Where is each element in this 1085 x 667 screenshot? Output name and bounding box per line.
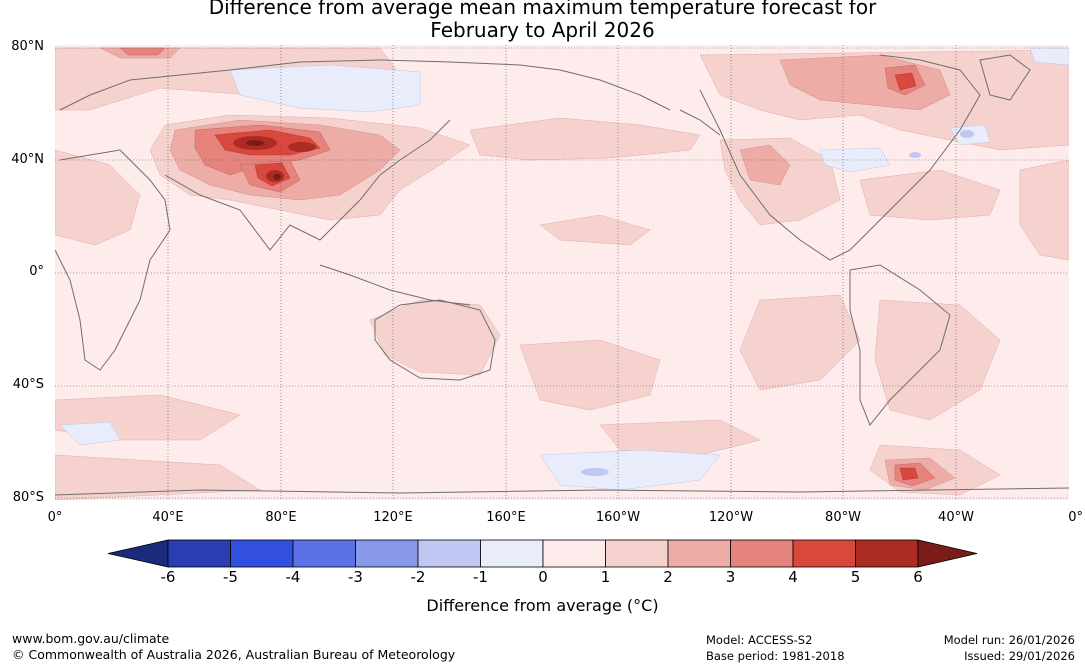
anomaly-above-6 xyxy=(246,140,281,180)
colorbar xyxy=(107,539,978,568)
lat-label-80n: 80°N xyxy=(11,39,44,54)
model-run-text: Model run: 26/01/2026 xyxy=(943,633,1075,647)
footer-dates: Model run: 26/01/2026 Issued: 29/01/2026 xyxy=(944,632,1075,664)
title-line-1: Difference from average mean maximum tem… xyxy=(208,0,877,19)
anomaly-layer xyxy=(55,47,1069,500)
colorbar-tick-label: -5 xyxy=(223,568,238,586)
colorbar-tick-label: -4 xyxy=(285,568,301,586)
lon-label-160e: 160°E xyxy=(486,510,526,525)
lat-label-80s: 80°S xyxy=(12,490,44,505)
colorbar-segment xyxy=(542,539,606,568)
colorbar-segment xyxy=(167,539,231,568)
footer-model: Model: ACCESS-S2 Base period: 1981-2018 xyxy=(706,632,845,664)
colorbar-segment xyxy=(230,539,294,568)
colorbar-segment xyxy=(292,539,356,568)
colorbar-segment xyxy=(730,539,794,568)
graticule xyxy=(55,45,1069,500)
anomaly-negative-2 xyxy=(581,130,974,476)
colorbar-extend-low xyxy=(107,539,169,568)
issued-text: Issued: 29/01/2026 xyxy=(964,649,1075,663)
lon-label-0-east: 0° xyxy=(1068,510,1083,525)
coastlines xyxy=(55,54,1069,496)
lon-label-0: 0° xyxy=(47,510,63,525)
footer-left: www.bom.gov.au/climate © Commonwealth of… xyxy=(12,631,455,663)
colorbar-tick-label: 5 xyxy=(850,568,861,586)
colorbar-segment xyxy=(355,539,419,568)
colorbar-segment xyxy=(605,539,669,568)
lon-label-80e: 80°E xyxy=(265,510,297,525)
colorbar-segment xyxy=(417,539,481,568)
base-period-text: Base period: 1981-2018 xyxy=(706,649,845,663)
title-line-2: February to April 2026 xyxy=(430,18,655,42)
lon-label-120e: 120°E xyxy=(373,510,413,525)
colorbar-segment xyxy=(792,539,856,568)
model-text: Model: ACCESS-S2 xyxy=(706,633,813,647)
lon-label-80w: 80°W xyxy=(825,510,861,525)
colorbar-tick-label: -6 xyxy=(160,568,176,586)
lon-label-160w: 160°W xyxy=(595,510,641,525)
colorbar-segment xyxy=(855,539,919,568)
colorbar-tick-label: 2 xyxy=(663,568,673,586)
lat-label-40n: 40°N xyxy=(11,152,44,167)
colorbar-segment xyxy=(480,539,544,568)
chart-title: Difference from average mean maximum tem… xyxy=(0,0,1085,42)
website-link[interactable]: www.bom.gov.au/climate xyxy=(12,631,170,646)
colorbar-tick-label: 3 xyxy=(725,568,736,586)
anomaly-negative xyxy=(59,47,1069,491)
colorbar-tick-label: 1 xyxy=(600,568,611,586)
copyright-text: © Commonwealth of Australia 2026, Austra… xyxy=(12,647,456,662)
lon-label-40e: 40°E xyxy=(152,510,184,525)
colorbar-segment xyxy=(667,539,731,568)
lon-label-40w: 40°W xyxy=(938,510,974,525)
colorbar-tick-label: 0 xyxy=(538,568,548,586)
lat-label-0: 0° xyxy=(29,264,44,279)
colorbar-tick-label: -1 xyxy=(473,568,488,586)
colorbar-title: Difference from average (°C) xyxy=(426,596,659,615)
colorbar-tick-label: 6 xyxy=(913,568,923,586)
lon-label-120w: 120°W xyxy=(708,510,754,525)
colorbar-extend-high xyxy=(917,539,978,568)
colorbar-tick-label: 4 xyxy=(788,568,798,586)
colorbar-tick-label: -3 xyxy=(348,568,363,586)
colorbar-tick-label: -2 xyxy=(410,568,426,586)
lat-label-40s: 40°S xyxy=(12,377,44,392)
